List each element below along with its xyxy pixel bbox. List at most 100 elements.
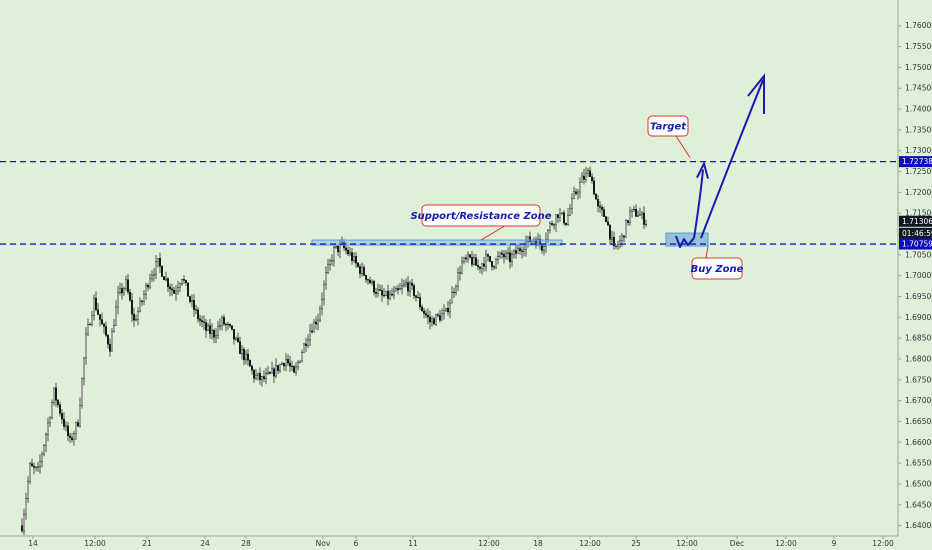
candle-body xyxy=(617,244,620,247)
candle-body xyxy=(27,481,30,499)
candle-body xyxy=(25,498,28,515)
candle-body xyxy=(373,281,376,293)
candle-body xyxy=(68,435,71,438)
price-axis[interactable]: 1.76000 1.75500 1.75000 1.74500 1.74000 1.735… xyxy=(898,21,932,530)
candle-body xyxy=(285,359,288,367)
candle-body xyxy=(55,387,58,401)
candle-body xyxy=(232,329,235,340)
candle-body xyxy=(277,365,280,371)
candle-body xyxy=(447,308,450,313)
candle-body xyxy=(483,263,486,267)
candle-body xyxy=(457,272,460,287)
candle-body xyxy=(557,214,560,218)
candle-body xyxy=(43,444,46,455)
y-tick-label: 1.69500 xyxy=(905,292,932,301)
callouts-layer: Target Support/Resistance Zone Buy Zone xyxy=(410,115,744,280)
candle-body xyxy=(226,324,229,326)
candle-body xyxy=(591,176,594,181)
candle-body xyxy=(317,319,320,325)
candle-body xyxy=(220,317,223,326)
candle-body xyxy=(627,220,630,223)
y-tick-label: 1.65000 xyxy=(905,479,932,488)
time-axis[interactable]: 14 12:00 21 24 28 Nov 6 11 12:00 18 12:00 25 12:00 De… xyxy=(28,536,894,548)
current-price-badge-bg xyxy=(899,215,932,227)
y-tick-label: 1.67000 xyxy=(905,396,932,405)
candle-body xyxy=(132,313,135,321)
candle-body xyxy=(291,365,294,367)
candle-body xyxy=(80,378,83,406)
candle-body xyxy=(51,402,54,419)
candle-body xyxy=(144,285,147,295)
candle-body xyxy=(86,324,89,335)
x-tick-label: Dec xyxy=(730,539,745,548)
candle-body xyxy=(321,298,324,310)
candle-body xyxy=(120,288,123,294)
candle-body xyxy=(635,208,638,217)
candle-body xyxy=(224,324,227,326)
y-tick-label: 1.70500 xyxy=(905,250,932,259)
candle-body xyxy=(611,237,614,240)
candle-body xyxy=(329,260,332,265)
candle-body xyxy=(192,300,195,310)
candle-body xyxy=(222,317,225,325)
candle-body xyxy=(126,279,129,293)
candle-body xyxy=(204,322,207,331)
candle-body xyxy=(543,246,546,251)
candle-body xyxy=(325,272,328,285)
candle-body xyxy=(168,286,171,290)
candle-body xyxy=(421,306,424,312)
candle-body xyxy=(597,199,600,207)
candle-body xyxy=(515,250,518,254)
candle-body xyxy=(184,280,187,284)
candle-body xyxy=(82,357,85,379)
candle-body xyxy=(261,376,264,380)
y-tick-label: 1.74500 xyxy=(905,84,932,93)
candle-body xyxy=(369,279,372,284)
candle-body xyxy=(367,279,370,281)
candle-body xyxy=(637,215,640,217)
candle-body xyxy=(210,330,213,334)
candle-body xyxy=(519,248,522,251)
forecast-zigzag xyxy=(675,235,695,249)
candle-body xyxy=(63,418,66,427)
x-tick-label: 12:00 xyxy=(478,539,500,548)
candle-body xyxy=(569,208,572,216)
candle-body xyxy=(174,290,177,294)
candle-body xyxy=(387,290,390,299)
forecast-layer xyxy=(675,73,765,249)
candle-body xyxy=(154,261,157,275)
candle-body xyxy=(337,245,340,253)
candle-body xyxy=(475,257,478,266)
candle-body xyxy=(194,309,197,311)
candle-body xyxy=(84,333,87,359)
support-resistance-zone xyxy=(311,239,563,246)
candle-body xyxy=(327,264,330,273)
candle-body xyxy=(90,315,93,325)
support-resistance-callout-label: Support/Resistance Zone xyxy=(410,211,551,222)
candle-body xyxy=(88,324,91,326)
candle-body xyxy=(49,417,52,424)
candle-body xyxy=(301,352,304,362)
candle-body xyxy=(555,214,558,225)
candle-body xyxy=(471,257,474,265)
candle-body xyxy=(355,256,358,264)
candle-body xyxy=(615,245,618,247)
candle-body xyxy=(186,282,189,297)
candle-body xyxy=(365,275,368,280)
candle-body xyxy=(311,330,314,333)
candle-body xyxy=(547,230,550,240)
candle-body xyxy=(459,272,462,274)
candle-body xyxy=(122,288,125,294)
y-tick-label: 1.67500 xyxy=(905,375,932,384)
candle-body xyxy=(188,296,191,302)
candle-body xyxy=(74,422,77,434)
candle-body xyxy=(98,314,101,320)
y-tick-label: 1.70000 xyxy=(905,271,932,280)
x-tick-label: 9 xyxy=(832,539,837,548)
candle-body xyxy=(587,170,590,174)
y-tick-label: 1.75000 xyxy=(905,63,932,72)
candle-body xyxy=(549,223,552,231)
countdown-badge: 01:46:59 xyxy=(902,229,932,238)
candle-body xyxy=(309,330,312,341)
